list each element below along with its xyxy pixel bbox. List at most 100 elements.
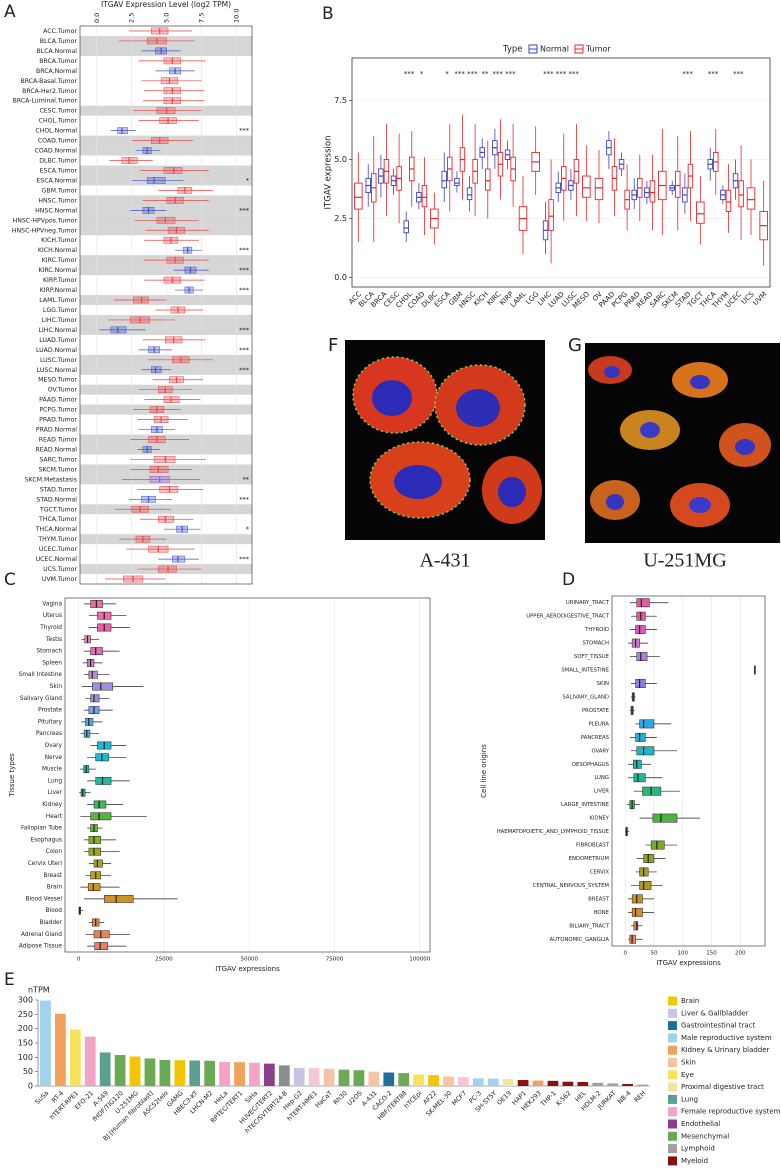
significance: *** (682, 70, 693, 78)
image-caption: U-251MG (643, 550, 726, 572)
significance: *** (239, 555, 250, 563)
nucleus (604, 366, 620, 378)
nucleus (735, 439, 755, 455)
y-tick-label: LUNG (594, 775, 609, 781)
y-tick-label: OV.Tumor (48, 387, 78, 394)
box (88, 835, 102, 844)
box (639, 881, 652, 890)
x-tick-label: 100000 (409, 957, 430, 963)
legend-label: Mesenchymal (681, 1132, 729, 1140)
y-tick-label: CENTRAL_NERVOUS_SYSTEM (533, 883, 610, 889)
legend-label: Myeloid (681, 1157, 708, 1165)
bar (263, 1063, 275, 1086)
y-tick-label: KICH.Normal (38, 247, 77, 254)
legend-label: Tumor (585, 45, 611, 54)
box (92, 682, 114, 691)
y-tick-label: KIRP.Tumor (43, 277, 77, 284)
y-tick-label: Stomach (36, 649, 62, 655)
y-tick-label: ESCA.Normal (36, 177, 77, 184)
significance: *** (467, 70, 478, 78)
y-tick-label: OVARY (591, 748, 609, 754)
box (650, 840, 665, 850)
y-tick-label: 300 (18, 996, 33, 1005)
legend-swatch (668, 1045, 677, 1055)
legend-label: Normal (540, 45, 569, 54)
y-tick-label: STOMACH (582, 641, 609, 647)
bar (368, 1071, 380, 1086)
plot-background (65, 598, 430, 952)
bar (99, 1052, 111, 1086)
y-tick-label: PCPG.Tumor (39, 407, 77, 414)
y-tick-label: UCEC.Tumor (39, 546, 78, 553)
y-tick-label: Kidney (42, 802, 62, 808)
y-tick-label: AUTONOMIC_GANGLIA (550, 937, 610, 943)
box (117, 127, 128, 134)
significance: *** (556, 70, 567, 78)
y-tick-label: UPPER_AERODIGESTIVE_TRACT (526, 614, 610, 620)
y-tick-label: LUSC.Normal (37, 367, 78, 374)
box (582, 175, 591, 198)
box (87, 883, 101, 892)
y-tick-label: THYROID (584, 627, 609, 633)
y-tick-label: LARGE_INTESTINE (561, 802, 610, 808)
bar (353, 1070, 365, 1086)
panel-label: G (568, 335, 582, 356)
y-tick-label: Pancreas (36, 731, 62, 737)
legend-swatch (668, 1082, 677, 1092)
plot-frame (611, 595, 766, 947)
box (93, 859, 103, 868)
box (90, 812, 112, 821)
bar (472, 1078, 484, 1086)
significance: *** (543, 70, 554, 78)
box (649, 180, 656, 203)
box (163, 167, 183, 174)
y-tick-label: Adrenal Gland (21, 932, 62, 938)
y-tick-label: PRAD.Normal (36, 427, 77, 434)
y-tick-label: 150 (18, 1039, 33, 1048)
box (90, 694, 100, 703)
significance: *** (568, 70, 579, 78)
bar (69, 1029, 81, 1086)
bar (234, 1062, 245, 1086)
nucleus (498, 477, 526, 507)
box (153, 456, 176, 463)
box (652, 813, 678, 823)
y-tick-label: CESC.Tumor (39, 108, 77, 115)
x-tick-label: 200 (735, 951, 746, 957)
panel-label: D (562, 570, 575, 590)
box (88, 670, 98, 679)
y-tick-label: SKCM.Metastasis (25, 476, 77, 483)
x-tick-label: MCF7 (451, 1090, 468, 1107)
x-axis-label: ITGAV expressions (656, 959, 721, 967)
box (636, 652, 648, 662)
image-caption: A-431 (419, 550, 470, 572)
y-tick-label: LIHC.Tumor (42, 317, 78, 324)
box (639, 719, 655, 729)
panel-label: C (4, 570, 16, 590)
y-tick-label: KIRC.Normal (38, 267, 77, 274)
x-tick-label: 5.0 (163, 13, 171, 23)
x-tick-label: 2.5 (128, 13, 136, 23)
box (403, 220, 409, 234)
y-tick-label: PLEURA (589, 721, 610, 727)
y-tick-label: 0.0 (334, 273, 347, 282)
box (103, 894, 134, 903)
legend-label: Lymphoid (681, 1145, 715, 1153)
panel-label: A (4, 2, 16, 22)
bar (622, 1083, 633, 1086)
nucleus (372, 380, 412, 416)
legend-label: Endothelial (681, 1120, 720, 1128)
y-tick-label: Heart (46, 814, 63, 820)
row-shade (80, 145, 252, 156)
y-tick-label: STAD.Normal (36, 496, 77, 503)
box (149, 466, 169, 473)
box (88, 847, 102, 856)
box (466, 187, 473, 201)
y-tick-label: Prostate (38, 708, 62, 714)
y-tick-label: MESO.Tumor (38, 377, 77, 384)
legend-label: Skin (681, 1059, 696, 1067)
legend-label: Liver & Gallbladder (681, 1009, 749, 1017)
y-tick-label: PRAD.Tumor (39, 417, 77, 424)
box (172, 555, 186, 563)
